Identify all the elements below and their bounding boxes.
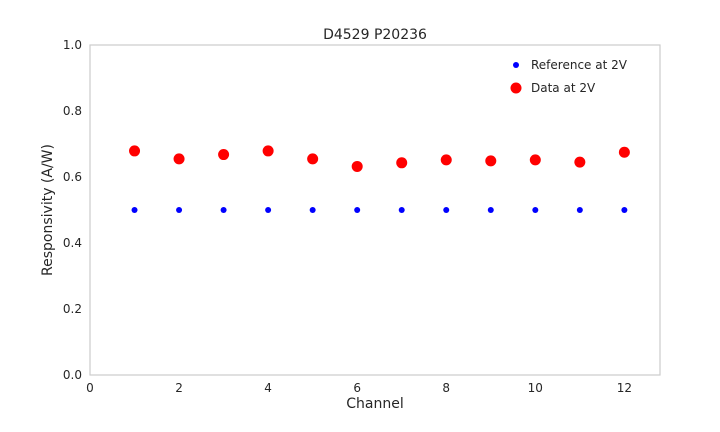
x-tick-label: 12 (617, 381, 632, 395)
data-points (129, 145, 630, 213)
y-tick-label: 0.0 (63, 368, 82, 382)
data-point (487, 207, 494, 213)
data-point (576, 207, 583, 213)
data-point (265, 207, 272, 213)
data-point (440, 154, 452, 166)
data-point (621, 207, 628, 213)
data-point (351, 160, 363, 172)
x-tick-label: 6 (353, 381, 361, 395)
data-point (173, 153, 185, 165)
data-point (131, 207, 138, 213)
data-point (574, 156, 586, 168)
legend: Reference at 2V Data at 2V (510, 58, 628, 95)
data-point (129, 145, 141, 157)
y-tick-label: 0.2 (63, 302, 82, 316)
data-point (618, 146, 630, 158)
legend-label-data: Data at 2V (531, 81, 596, 95)
x-tick-label: 2 (175, 381, 183, 395)
x-tick-label: 8 (442, 381, 450, 395)
x-tick-label: 4 (264, 381, 272, 395)
y-tick-labels: 0.0 0.2 0.4 0.6 0.8 1.0 (63, 38, 82, 382)
y-tick-label: 0.8 (63, 104, 82, 118)
data-point (354, 207, 361, 213)
y-tick-label: 1.0 (63, 38, 82, 52)
x-axis-label: Channel (346, 396, 403, 412)
legend-marker-reference (513, 62, 519, 68)
data-point (396, 157, 408, 169)
data-point (262, 145, 274, 157)
legend-label-reference: Reference at 2V (531, 58, 628, 72)
data-point (485, 155, 497, 167)
data-point (443, 207, 450, 213)
data-point (532, 207, 539, 213)
y-tick-label: 0.4 (63, 236, 82, 250)
data-point (529, 154, 541, 166)
data-point (309, 207, 316, 213)
data-point (218, 149, 230, 161)
data-point (176, 207, 183, 213)
data-point (220, 207, 227, 213)
data-point (307, 153, 319, 165)
x-tick-label: 0 (86, 381, 94, 395)
x-tick-label: 10 (528, 381, 543, 395)
legend-marker-data (510, 82, 522, 94)
y-tick-label: 0.6 (63, 170, 82, 184)
data-point (398, 207, 405, 213)
plot-area (89, 44, 661, 376)
x-tick-labels: 0 2 4 6 8 10 12 (86, 381, 632, 395)
y-axis-label: Responsivity (A/W) (40, 144, 56, 276)
chart-title: D4529 P20236 (323, 27, 427, 43)
